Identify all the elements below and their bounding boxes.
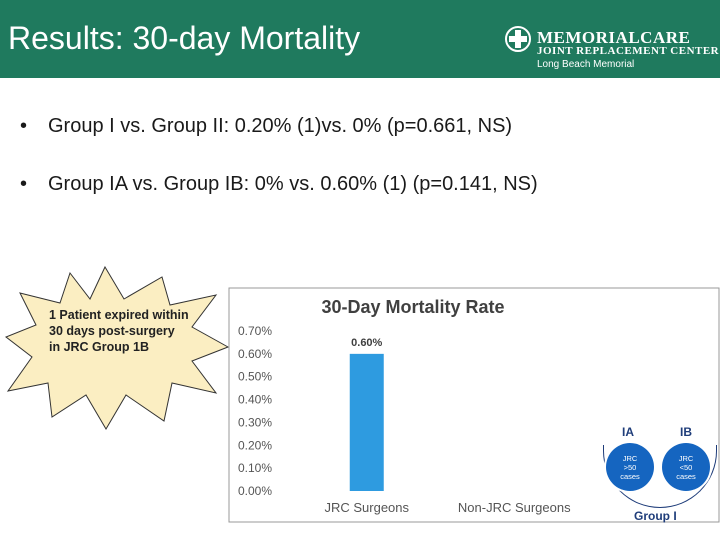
chart-title: 30-Day Mortality Rate	[321, 297, 504, 317]
group-ib-label: IB	[680, 425, 692, 439]
slide-title: Results: 30-day Mortality	[8, 20, 361, 56]
group-ib-circle-text: JRC <50 cases	[676, 453, 696, 481]
bullet-dot-icon: •	[20, 115, 28, 137]
x-category-label: Non-JRC Surgeons	[458, 500, 571, 515]
y-tick-label: 0.40%	[238, 393, 272, 407]
bullet-item: • Group I vs. Group II: 0.20% (1)vs. 0% …	[20, 115, 538, 139]
group-ib-circle: JRC <50 cases	[662, 443, 710, 491]
callout-star: 1 Patient expired within 30 days post-su…	[4, 265, 230, 431]
logo-subtitle: JOINT REPLACEMENT CENTER	[537, 45, 720, 57]
callout-text: 1 Patient expired within 30 days post-su…	[49, 308, 189, 354]
logo-brand: MEMORIALCARE	[537, 28, 691, 47]
y-tick-label: 0.30%	[238, 415, 272, 429]
cross-logo-icon	[505, 26, 531, 52]
bar-data-label: 0.60%	[351, 337, 382, 349]
x-category-label: JRC Surgeons	[324, 500, 409, 515]
y-tick-label: 0.10%	[238, 461, 272, 475]
bar-jrc-surgeons	[349, 353, 384, 491]
y-tick-label: 0.70%	[238, 324, 272, 338]
group-i-label: Group I	[634, 509, 677, 523]
bullet-list: • Group I vs. Group II: 0.20% (1)vs. 0% …	[20, 115, 538, 197]
header-bar: Results: 30-day Mortality MEMORIALCARE J…	[0, 0, 720, 78]
mortality-chart: 30-Day Mortality Rate 0.00% 0.10% 0.20% 0.3…	[228, 287, 720, 523]
y-tick-label: 0.50%	[238, 370, 272, 384]
y-tick-label: 0.20%	[238, 438, 272, 452]
y-tick-label: 0.00%	[238, 484, 272, 498]
group-ia-circle-text: JRC >50 cases	[620, 453, 640, 481]
bullet-dot-icon: •	[20, 173, 28, 195]
logo-location: Long Beach Memorial	[537, 59, 635, 70]
bullet-item: • Group IA vs. Group IB: 0% vs. 0.60% (1…	[20, 173, 538, 197]
y-tick-label: 0.60%	[238, 347, 272, 361]
group-ia-label: IA	[622, 425, 634, 439]
star-burst-shape	[4, 265, 230, 430]
bullet-text: Group I vs. Group II: 0.20% (1)vs. 0% (p…	[48, 115, 513, 137]
memorialcare-logo: MEMORIALCARE JOINT REPLACEMENT CENTER Lo…	[505, 26, 719, 72]
bullet-text: Group IA vs. Group IB: 0% vs. 0.60% (1) …	[48, 173, 538, 195]
chart-svg: 30-Day Mortality Rate 0.00% 0.10% 0.20% 0.3…	[228, 287, 720, 523]
group-ia-circle: JRC >50 cases	[606, 443, 654, 491]
group-badges: IA IB JRC >50 cases JRC <50 cases Group …	[600, 425, 718, 525]
